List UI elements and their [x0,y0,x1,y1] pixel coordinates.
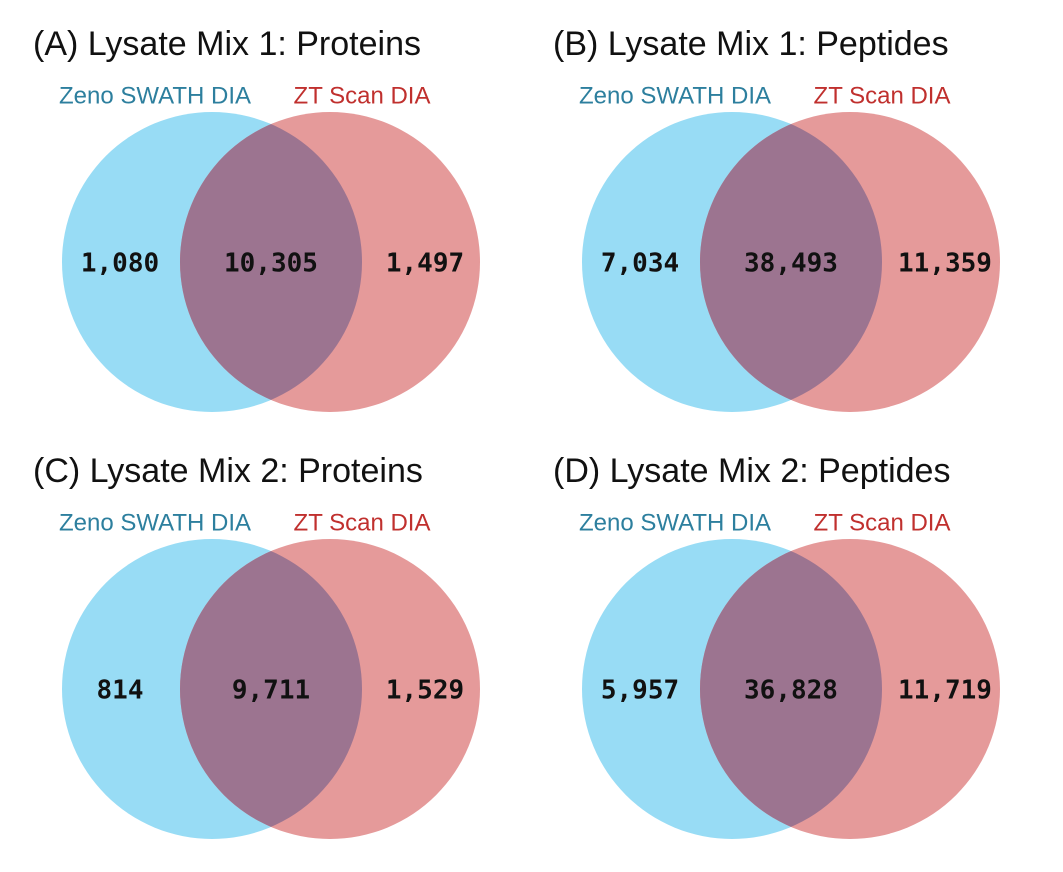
venn-panel: (C) Lysate Mix 2: Proteins Zeno SWATH DIA… [33,452,480,839]
overlap-region [700,112,882,412]
overlap-region [180,112,362,412]
overlap-region [180,539,362,839]
venn-panel: (B) Lysate Mix 1: Peptides Zeno SWATH DIA… [553,25,1000,412]
panel-title: (D) Lysate Mix 2: Peptides [553,452,950,490]
panel-title: (A) Lysate Mix 1: Proteins [33,25,421,63]
region-count: 7,034 [601,249,679,279]
region-count: 36,828 [744,676,838,706]
region-count: 9,711 [232,676,310,706]
set-label: Zeno SWATH DIA [59,509,251,536]
set-label: Zeno SWATH DIA [579,82,771,109]
region-count: 1,080 [81,249,159,279]
panel-title: (B) Lysate Mix 1: Peptides [553,25,949,63]
set-label: ZT Scan DIA [814,82,951,109]
region-count: 10,305 [224,249,318,279]
set-label: Zeno SWATH DIA [579,509,771,536]
set-label: Zeno SWATH DIA [59,82,251,109]
venn-panel: (D) Lysate Mix 2: Peptides Zeno SWATH DIA… [553,452,1000,839]
set-label: ZT Scan DIA [294,82,431,109]
overlap-region [700,539,882,839]
region-count: 11,359 [898,249,992,279]
venn-panel: (A) Lysate Mix 1: Proteins Zeno SWATH DIA… [33,25,480,412]
region-count: 814 [97,676,144,706]
region-count: 1,497 [386,249,464,279]
set-label: ZT Scan DIA [294,509,431,536]
panel-title: (C) Lysate Mix 2: Proteins [33,452,423,490]
region-count: 1,529 [386,676,464,706]
region-count: 11,719 [898,676,992,706]
region-count: 38,493 [744,249,838,279]
set-label: ZT Scan DIA [814,509,951,536]
region-count: 5,957 [601,676,679,706]
